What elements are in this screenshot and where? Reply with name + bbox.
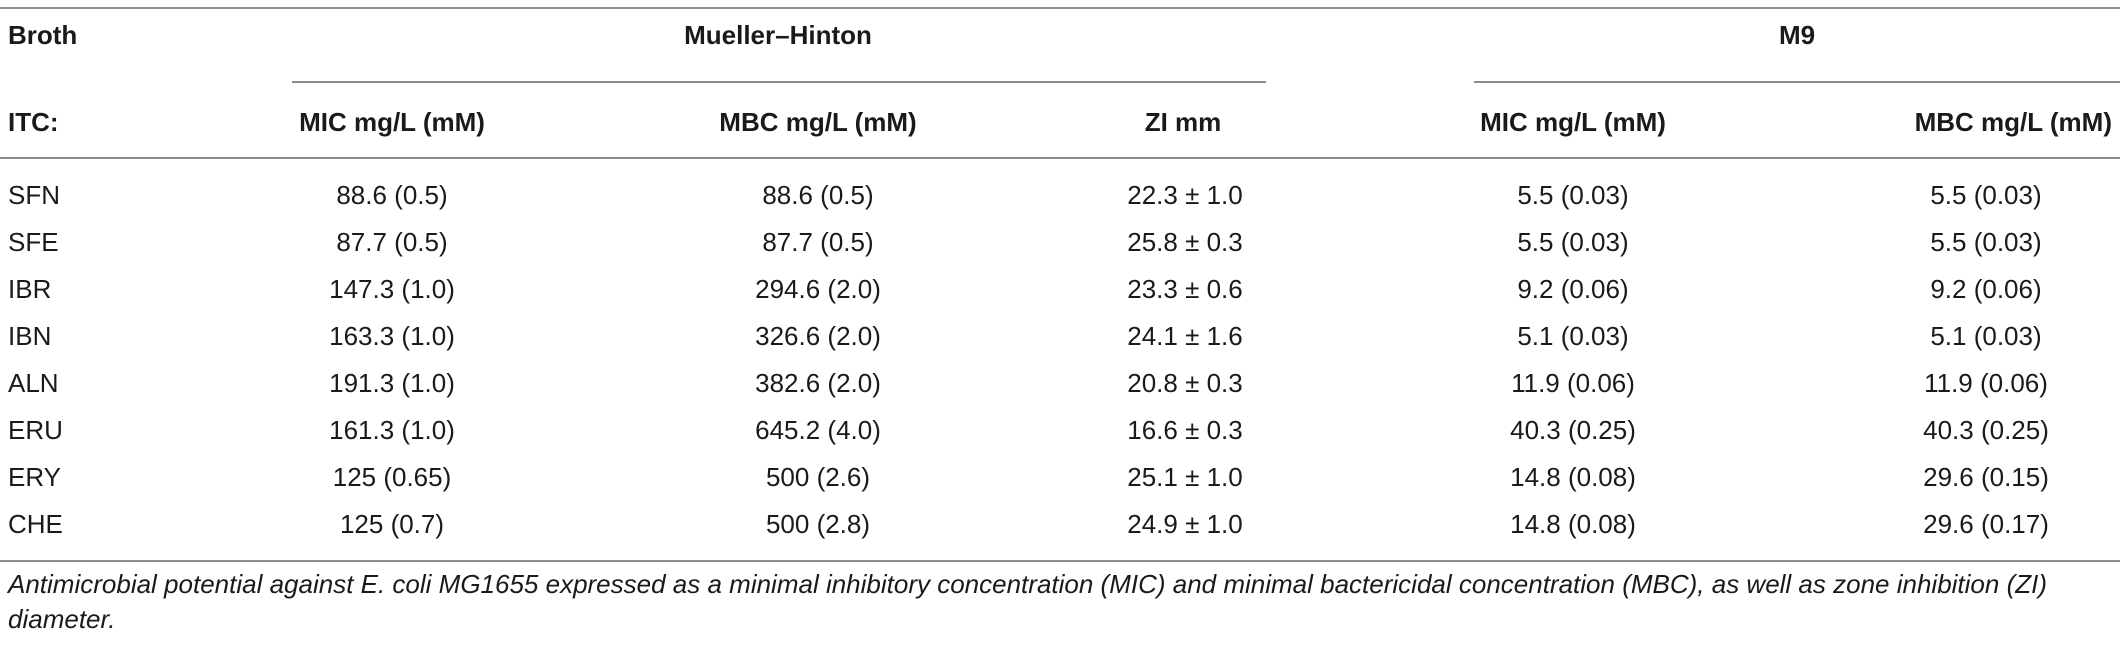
cell-zi: 23.3 ± 0.6 [1127, 274, 1243, 304]
cell-mh-mbc: 382.6 (2.0) [755, 368, 881, 398]
cell-m9-mic: 11.9 (0.06) [1511, 368, 1635, 398]
cell-zi: 24.1 ± 1.6 [1127, 321, 1243, 351]
cell-m9-mic: 40.3 (0.25) [1510, 415, 1636, 445]
cell-mh-mic: 161.3 (1.0) [329, 415, 455, 445]
column-header-mh-mic: MIC mg/L (mM) [299, 107, 485, 137]
table-bottom-rule [0, 560, 2120, 562]
header-bottom-rule [0, 157, 2120, 159]
cell-m9-mic: 5.1 (0.03) [1517, 321, 1629, 351]
cell-mh-mbc: 500 (2.8) [765, 509, 871, 539]
cell-mh-mbc: 294.6 (2.0) [755, 274, 881, 304]
row-itc: CHE [8, 509, 63, 539]
row-itc: ERY [8, 462, 61, 492]
cell-zi: 24.9 ± 1.0 [1127, 509, 1243, 539]
cell-mh-mbc: 645.2 (4.0) [755, 415, 881, 445]
cell-mh-mbc: 326.6 (2.0) [755, 321, 881, 351]
group-header-mueller-hinton: Mueller–Hinton [684, 20, 872, 50]
table-caption: Antimicrobial potential against E. coli … [8, 569, 2047, 634]
cell-mh-mbc: 500 (2.6) [765, 462, 871, 492]
cell-m9-mic: 14.8 (0.08) [1510, 462, 1636, 492]
group-header-m9: M9 [1778, 20, 1816, 50]
cell-zi: 25.1 ± 1.0 [1127, 462, 1243, 492]
m9-span-rule [1474, 81, 2120, 83]
cell-m9-mbc: 11.9 (0.06) [1924, 368, 2048, 398]
cell-zi: 22.3 ± 1.0 [1127, 180, 1243, 210]
cell-mh-mbc: 87.7 (0.5) [762, 227, 874, 257]
cell-mh-mic: 125 (0.7) [339, 509, 445, 539]
itc-label: ITC: [8, 107, 59, 137]
cell-m9-mbc: 5.5 (0.03) [1930, 180, 2042, 210]
cell-m9-mic: 9.2 (0.06) [1517, 274, 1629, 304]
row-itc: ALN [8, 368, 59, 398]
column-header-zi: ZI mm [1144, 107, 1222, 137]
cell-m9-mic: 14.8 (0.08) [1510, 509, 1636, 539]
cell-m9-mbc: 29.6 (0.17) [1923, 509, 2049, 539]
row-itc: SFN [8, 180, 60, 210]
cell-mh-mic: 191.3 (1.0) [329, 368, 455, 398]
cell-zi: 25.8 ± 0.3 [1127, 227, 1243, 257]
cell-m9-mbc: 5.5 (0.03) [1930, 227, 2042, 257]
cell-m9-mic: 5.5 (0.03) [1517, 180, 1629, 210]
cell-m9-mbc: 9.2 (0.06) [1930, 274, 2042, 304]
cell-mh-mic: 87.7 (0.5) [336, 227, 448, 257]
cell-m9-mbc: 5.1 (0.03) [1930, 321, 2042, 351]
cell-mh-mic: 163.3 (1.0) [329, 321, 455, 351]
cell-mh-mic: 125 (0.65) [332, 462, 452, 492]
cell-m9-mbc: 40.3 (0.25) [1923, 415, 2049, 445]
row-itc: ERU [8, 415, 63, 445]
cell-m9-mic: 5.5 (0.03) [1517, 227, 1629, 257]
column-header-m9-mic: MIC mg/L (mM) [1480, 107, 1666, 137]
mueller-hinton-span-rule [292, 81, 1266, 83]
cell-m9-mbc: 29.6 (0.15) [1923, 462, 2049, 492]
cell-mh-mbc: 88.6 (0.5) [762, 180, 874, 210]
cell-zi: 20.8 ± 0.3 [1127, 368, 1243, 398]
column-header-m9-mbc: MBC mg/L (mM) [1914, 107, 2112, 137]
column-header-mh-mbc: MBC mg/L (mM) [719, 107, 917, 137]
broth-label: Broth [8, 20, 78, 50]
table-top-rule [0, 7, 2120, 9]
cell-mh-mic: 88.6 (0.5) [336, 180, 448, 210]
row-itc: SFE [8, 227, 59, 257]
row-itc: IBN [8, 321, 52, 351]
row-itc: IBR [8, 274, 52, 304]
cell-mh-mic: 147.3 (1.0) [329, 274, 455, 304]
cell-zi: 16.6 ± 0.3 [1127, 415, 1243, 445]
